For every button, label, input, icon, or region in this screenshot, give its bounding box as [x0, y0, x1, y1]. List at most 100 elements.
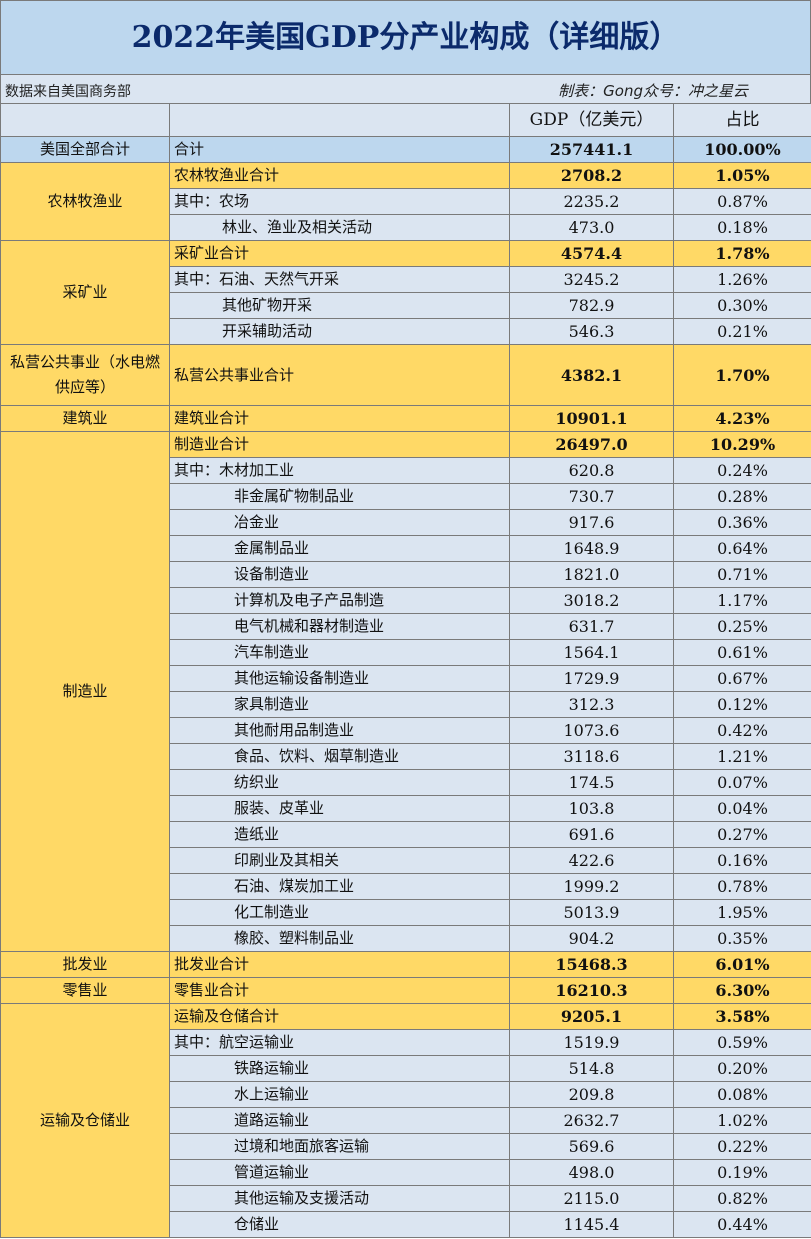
- row-gdp: 174.5: [509, 769, 674, 796]
- row-gdp: 9205.1: [509, 1003, 674, 1030]
- row-share: 1.78%: [673, 240, 811, 267]
- row-label: 印刷业及其相关: [169, 847, 510, 874]
- sector-cell: 运输及仓储业: [0, 1003, 170, 1238]
- row-share: 0.78%: [673, 873, 811, 900]
- total-label: 合计: [169, 136, 510, 163]
- row-share: 0.16%: [673, 847, 811, 874]
- table-row: 其他耐用品制造业 1073.6 0.42%: [1, 717, 811, 744]
- table-row: 开采辅助活动 546.3 0.21%: [1, 318, 811, 345]
- row-label: 铁路运输业: [169, 1055, 510, 1082]
- gdp-table: GDP（亿美元） 占比 美国全部合计 合计 257441.1 100.00% 农…: [0, 103, 811, 1238]
- row-gdp: 1073.6: [509, 717, 674, 744]
- table-row: 电气机械和器材制造业 631.7 0.25%: [1, 613, 811, 640]
- row-gdp: 473.0: [509, 214, 674, 241]
- row-share: 1.05%: [673, 162, 811, 189]
- row-share: 0.07%: [673, 769, 811, 796]
- row-gdp: 1999.2: [509, 873, 674, 900]
- subtotal-row: 零售业 零售业合计 16210.3 6.30%: [0, 977, 811, 1004]
- row-share: 0.25%: [673, 613, 811, 640]
- row-share: 1.95%: [673, 899, 811, 926]
- table-row: 水上运输业 209.8 0.08%: [1, 1081, 811, 1108]
- table-row: 纺织业 174.5 0.07%: [1, 769, 811, 796]
- row-label: 化工制造业: [169, 899, 510, 926]
- row-share: 0.20%: [673, 1055, 811, 1082]
- row-gdp: 3245.2: [509, 266, 674, 293]
- header-item-cell: [169, 103, 510, 137]
- row-label: 制造业合计: [169, 431, 510, 458]
- row-gdp: 2632.7: [509, 1107, 674, 1134]
- table-row: 橡胶、塑料制品业 904.2 0.35%: [1, 925, 811, 952]
- table-row: 金属制品业 1648.9 0.64%: [1, 535, 811, 562]
- row-share: 6.30%: [673, 977, 811, 1004]
- sector-cell: 私营公共事业（水电燃供应等）: [0, 344, 170, 406]
- row-gdp: 1519.9: [509, 1029, 674, 1056]
- row-share: 0.42%: [673, 717, 811, 744]
- row-share: 0.71%: [673, 561, 811, 588]
- subtotal-row: 制造业 制造业合计 26497.0 10.29%: [0, 431, 811, 952]
- row-share: 0.22%: [673, 1133, 811, 1160]
- row-share: 1.02%: [673, 1107, 811, 1134]
- row-gdp: 1145.4: [509, 1211, 674, 1238]
- row-gdp: 103.8: [509, 795, 674, 822]
- row-label: 石油、煤炭加工业: [169, 873, 510, 900]
- row-label: 其他运输设备制造业: [169, 665, 510, 692]
- row-gdp: 2708.2: [509, 162, 674, 189]
- header-row: GDP（亿美元） 占比: [0, 103, 811, 137]
- row-label: 服装、皮革业: [169, 795, 510, 822]
- table-row: 服装、皮革业 103.8 0.04%: [1, 795, 811, 822]
- row-share: 1.17%: [673, 587, 811, 614]
- subtotal-row: 采矿业 采矿业合计 4574.4 1.78%: [0, 240, 811, 345]
- row-label: 其他耐用品制造业: [169, 717, 510, 744]
- row-label: 其中：石油、天然气开采: [169, 266, 510, 293]
- row-label: 其中：农场: [169, 188, 510, 215]
- row-label: 金属制品业: [169, 535, 510, 562]
- row-label: 采矿业合计: [169, 240, 510, 267]
- row-share: 0.04%: [673, 795, 811, 822]
- row-gdp: 3018.2: [509, 587, 674, 614]
- row-share: 1.70%: [673, 344, 811, 406]
- subtotal-row: 运输及仓储业 运输及仓储合计 9205.1 3.58%: [0, 1003, 811, 1238]
- table-row: 其他运输及支援活动 2115.0 0.82%: [1, 1185, 811, 1212]
- row-label: 零售业合计: [169, 977, 510, 1004]
- row-gdp: 312.3: [509, 691, 674, 718]
- row-gdp: 2115.0: [509, 1185, 674, 1212]
- page-title: 2022年美国GDP分产业构成（详细版）: [0, 0, 811, 75]
- row-share: 0.35%: [673, 925, 811, 952]
- row-share: 0.19%: [673, 1159, 811, 1186]
- total-row: 美国全部合计 合计 257441.1 100.00%: [0, 136, 811, 163]
- table-row: 管道运输业 498.0 0.19%: [1, 1159, 811, 1186]
- table-row: 石油、煤炭加工业 1999.2 0.78%: [1, 873, 811, 900]
- sector-cell: 制造业: [0, 431, 170, 952]
- row-gdp: 16210.3: [509, 977, 674, 1004]
- sector-cell: 批发业: [0, 951, 170, 978]
- row-gdp: 498.0: [509, 1159, 674, 1186]
- row-label: 运输及仓储合计: [169, 1003, 510, 1030]
- row-label: 开采辅助活动: [169, 318, 510, 345]
- row-gdp: 1564.1: [509, 639, 674, 666]
- row-share: 10.29%: [673, 431, 811, 458]
- sector-cell: 采矿业: [0, 240, 170, 345]
- row-share: 0.67%: [673, 665, 811, 692]
- credit-note: 制表：Gong众号：冲之星云: [558, 82, 748, 100]
- row-share: 0.82%: [673, 1185, 811, 1212]
- sector-cell: 建筑业: [0, 405, 170, 432]
- subtotal-row: 批发业 批发业合计 15468.3 6.01%: [0, 951, 811, 978]
- total-gdp: 257441.1: [509, 136, 674, 163]
- table-row: 林业、渔业及相关活动 473.0 0.18%: [1, 214, 811, 241]
- row-gdp: 15468.3: [509, 951, 674, 978]
- row-label: 冶金业: [169, 509, 510, 536]
- table-row: 汽车制造业 1564.1 0.61%: [1, 639, 811, 666]
- row-label: 农林牧渔业合计: [169, 162, 510, 189]
- row-gdp: 1821.0: [509, 561, 674, 588]
- row-share: 0.59%: [673, 1029, 811, 1056]
- row-share: 0.64%: [673, 535, 811, 562]
- row-gdp: 2235.2: [509, 188, 674, 215]
- row-label: 食品、饮料、烟草制造业: [169, 743, 510, 770]
- row-gdp: 5013.9: [509, 899, 674, 926]
- row-label: 非金属矿物制品业: [169, 483, 510, 510]
- row-share: 0.12%: [673, 691, 811, 718]
- table-row: 过境和地面旅客运输 569.6 0.22%: [1, 1133, 811, 1160]
- row-gdp: 569.6: [509, 1133, 674, 1160]
- row-label: 纺织业: [169, 769, 510, 796]
- row-share: 1.21%: [673, 743, 811, 770]
